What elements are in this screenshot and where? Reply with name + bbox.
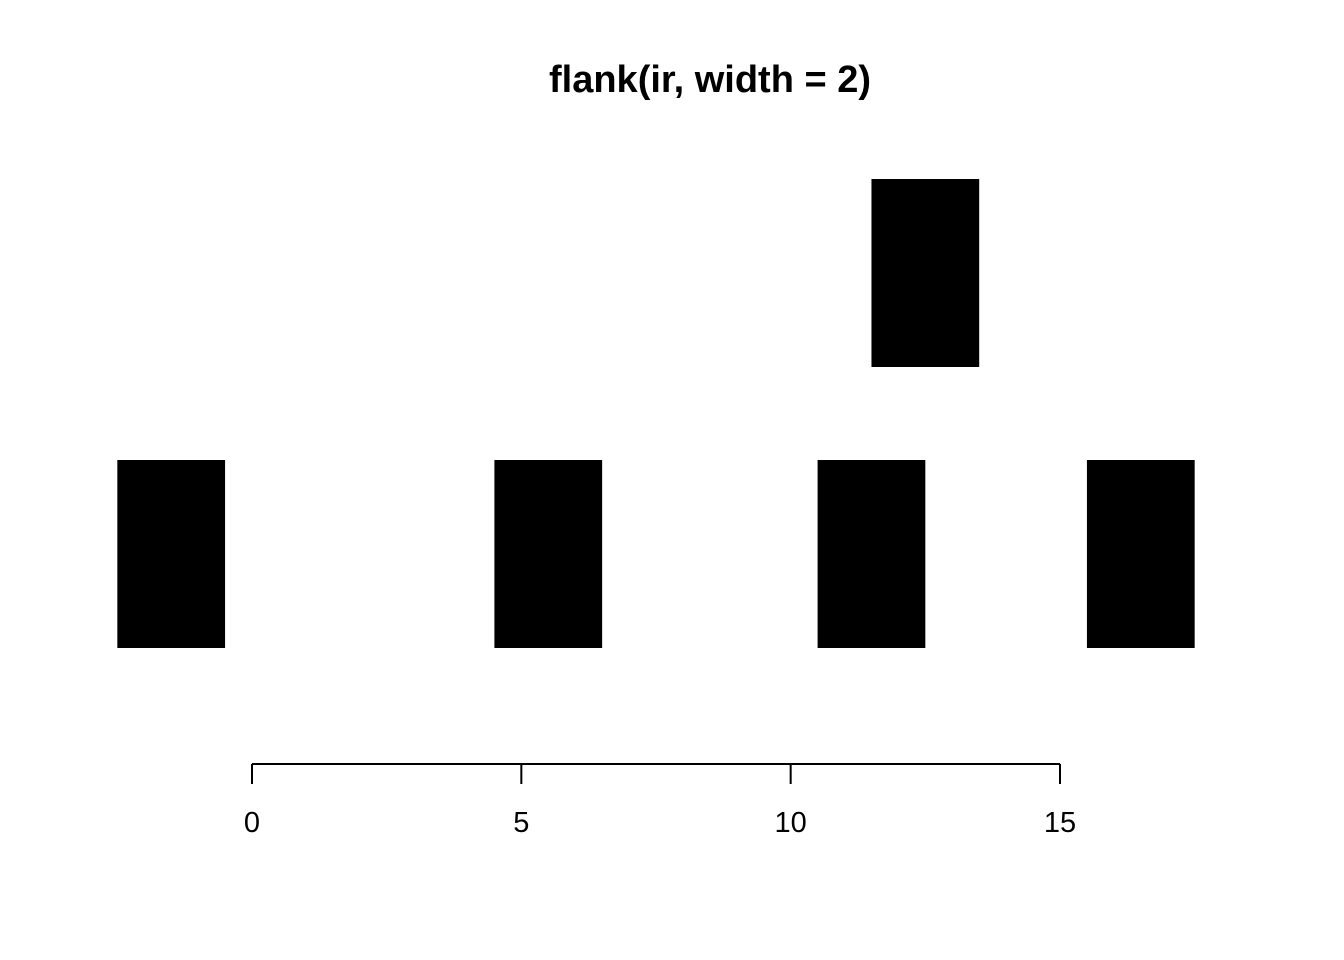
x-tick-label: 10 — [775, 807, 807, 839]
x-tick-label: 0 — [244, 807, 260, 839]
interval-bar — [871, 179, 980, 367]
x-tick-label: 5 — [513, 807, 529, 839]
interval-bar — [494, 460, 603, 648]
x-axis: 0 5 10 15 — [244, 763, 1076, 839]
interval-bar — [817, 460, 926, 648]
x-tick-label: 15 — [1044, 807, 1076, 839]
interval-bars — [117, 179, 1195, 648]
chart-title: flank(ir, width = 2) — [549, 59, 871, 101]
interval-bar — [117, 460, 226, 648]
interval-bar — [1086, 460, 1195, 648]
